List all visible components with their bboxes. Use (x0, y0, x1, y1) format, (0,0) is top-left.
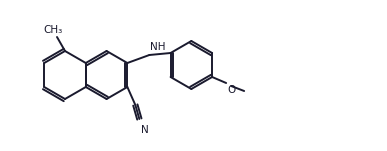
Text: NH: NH (151, 42, 166, 52)
Text: O: O (227, 85, 235, 95)
Text: CH₃: CH₃ (43, 25, 63, 35)
Text: N: N (141, 125, 149, 135)
